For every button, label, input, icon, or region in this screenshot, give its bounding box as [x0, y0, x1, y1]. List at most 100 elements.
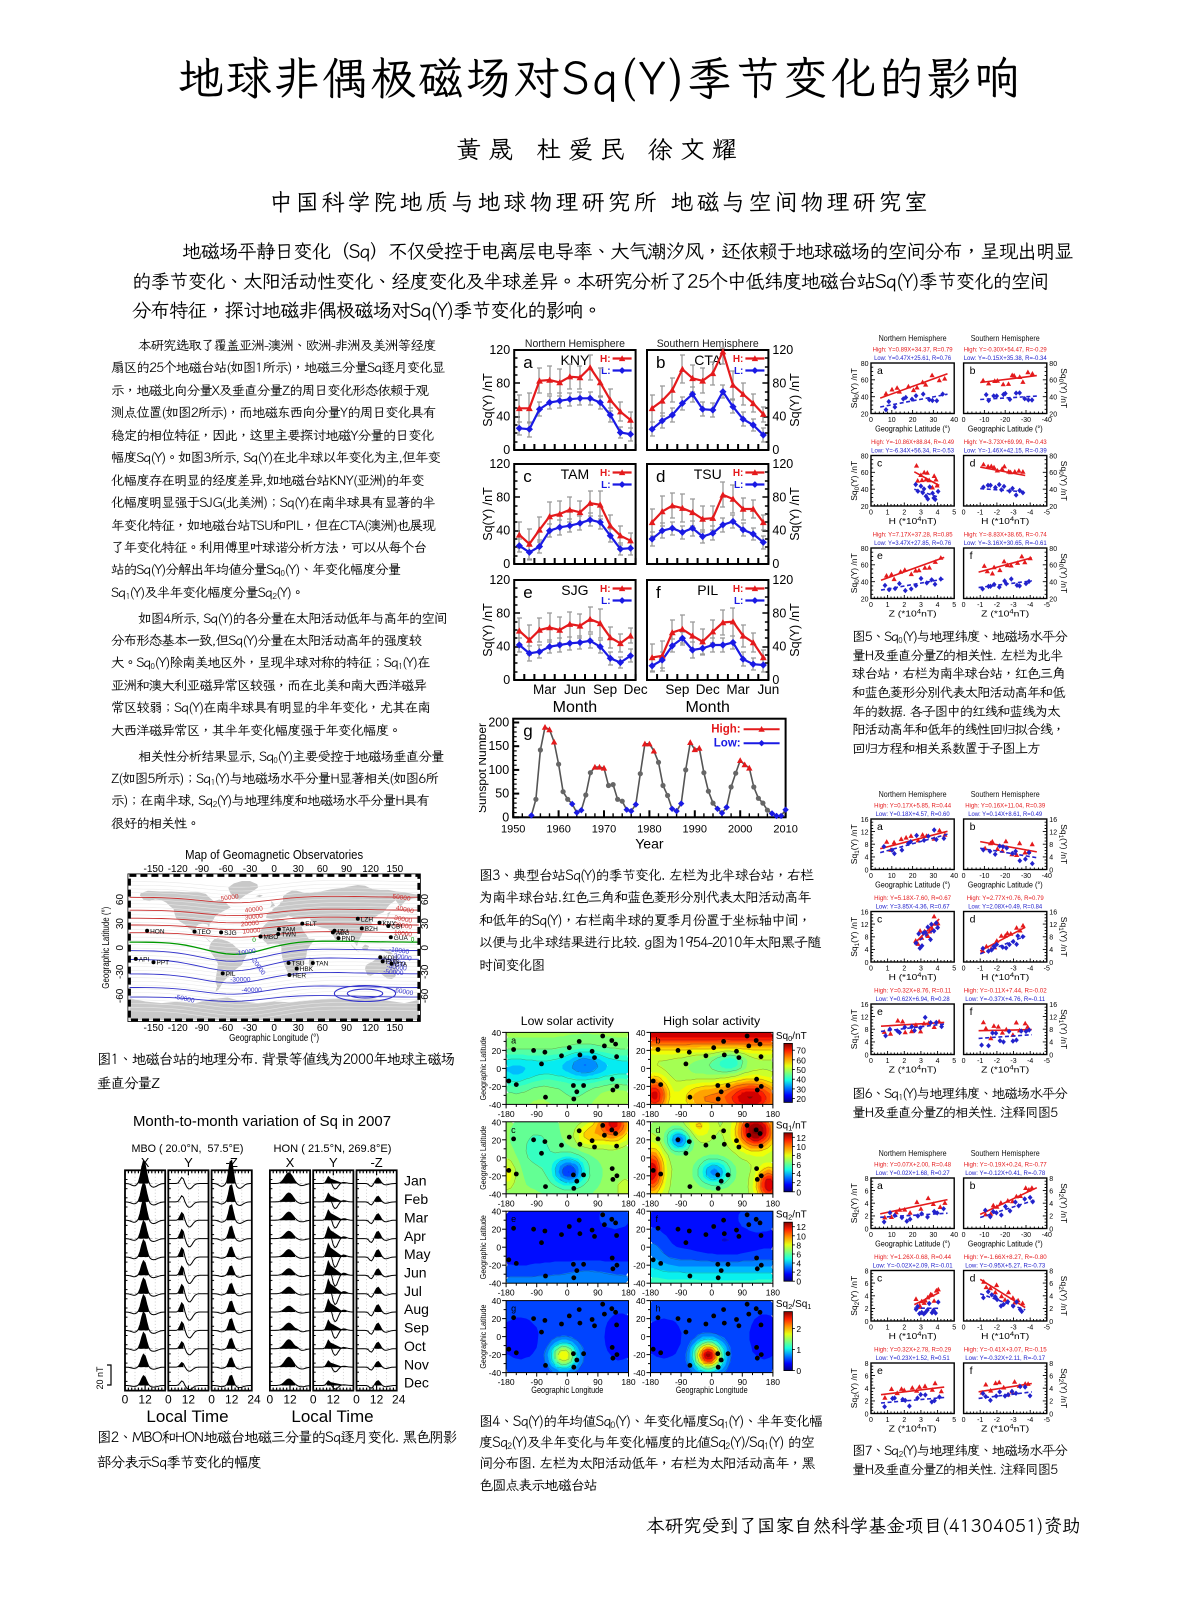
svg-text:20: 20: [909, 417, 917, 424]
svg-text:Geographic Latitude (°): Geographic Latitude (°): [968, 425, 1043, 434]
svg-text:Low: Y=-0.32X+2.11, R=-0.17: Low: Y=-0.32X+2.11, R=-0.17: [965, 1355, 1045, 1362]
svg-text:180: 180: [621, 1198, 635, 1208]
svg-text:12: 12: [861, 829, 869, 836]
svg-text:-30000: -30000: [384, 958, 405, 968]
svg-text:6: 6: [796, 1250, 801, 1260]
svg-text:24: 24: [247, 1393, 261, 1407]
svg-text:-2: -2: [994, 1417, 1000, 1424]
svg-text:2: 2: [796, 1178, 801, 1188]
svg-text:40: 40: [492, 1296, 502, 1306]
svg-text:180: 180: [766, 1288, 780, 1298]
svg-text:0: 0: [869, 1417, 873, 1424]
svg-text:H:: H:: [600, 354, 611, 365]
svg-text:40: 40: [636, 1028, 646, 1038]
svg-text:High: Y=0.07X+2.00, R=0.48: High: Y=0.07X+2.00, R=0.48: [874, 1162, 951, 1169]
svg-text:Jan: Jan: [404, 1173, 427, 1189]
svg-text:1: 1: [886, 1417, 890, 1424]
svg-text:-60: -60: [219, 864, 234, 875]
svg-text:2: 2: [902, 602, 906, 609]
svg-text:Sq0(Y) /nT: Sq0(Y) /nT: [850, 461, 861, 501]
svg-text:May: May: [404, 1246, 430, 1262]
svg-text:3: 3: [919, 966, 923, 973]
svg-text:Southern Hemisphere: Southern Hemisphere: [971, 1148, 1040, 1158]
svg-text:20: 20: [492, 1135, 502, 1145]
svg-text:20: 20: [636, 1314, 646, 1324]
svg-text:Sep: Sep: [404, 1320, 429, 1336]
svg-text:8: 8: [865, 935, 869, 942]
svg-text:12: 12: [182, 1393, 196, 1407]
svg-text:0: 0: [962, 873, 966, 880]
svg-text:-40: -40: [489, 1368, 502, 1378]
svg-text:90: 90: [593, 1288, 603, 1298]
svg-text:8: 8: [865, 1027, 869, 1034]
svg-text:40: 40: [950, 417, 958, 424]
svg-text:-20: -20: [1000, 873, 1010, 880]
svg-text:0: 0: [165, 1393, 172, 1407]
svg-text:H:: H:: [733, 584, 744, 595]
svg-text:PIL: PIL: [226, 971, 236, 978]
svg-text:4: 4: [865, 1294, 869, 1301]
svg-text:5: 5: [952, 966, 956, 973]
svg-text:120: 120: [362, 864, 379, 875]
svg-text:80: 80: [772, 376, 786, 390]
svg-text:Dec: Dec: [624, 682, 648, 697]
svg-text:80: 80: [861, 453, 869, 460]
svg-text:d: d: [970, 914, 976, 926]
svg-text:Aug: Aug: [404, 1301, 429, 1317]
svg-text:b: b: [970, 365, 976, 377]
svg-text:8: 8: [796, 1240, 801, 1250]
svg-text:0: 0: [962, 1232, 966, 1239]
svg-text:-30: -30: [420, 964, 431, 979]
svg-text:4: 4: [796, 1169, 801, 1179]
svg-text:High: Y=0.32X+8.76, R=0.11: High: Y=0.32X+8.76, R=0.11: [874, 988, 951, 995]
svg-text:Geographic Latitude (°): Geographic Latitude (°): [875, 881, 950, 890]
svg-text:10000: 10000: [394, 930, 413, 939]
svg-text:-4: -4: [1027, 602, 1033, 609]
svg-text:-10: -10: [979, 1232, 989, 1239]
svg-text:120: 120: [772, 457, 793, 471]
svg-text:2: 2: [902, 1058, 906, 1065]
svg-text:High:: High:: [711, 724, 740, 736]
svg-text:180: 180: [621, 1109, 635, 1119]
svg-text:Low: Y=-3.16X+30.65, R=-0.61: Low: Y=-3.16X+30.65, R=-0.61: [964, 540, 1047, 547]
svg-text:4: 4: [1049, 947, 1053, 954]
svg-text:120: 120: [489, 457, 510, 471]
svg-text:-180: -180: [498, 1198, 515, 1208]
svg-text:8: 8: [1049, 1176, 1053, 1183]
svg-text:0: 0: [267, 1393, 274, 1407]
svg-text:-60000: -60000: [392, 987, 414, 997]
svg-text:0: 0: [709, 1288, 714, 1298]
svg-text:TSU: TSU: [694, 466, 722, 482]
svg-text:20: 20: [861, 596, 869, 603]
svg-text:12: 12: [861, 1014, 869, 1021]
svg-text:0: 0: [796, 1187, 801, 1197]
svg-text:c: c: [511, 1125, 516, 1135]
svg-text:-180: -180: [498, 1288, 515, 1298]
svg-text:20 nT: 20 nT: [95, 1366, 105, 1390]
svg-text:16: 16: [1049, 817, 1057, 824]
svg-text:0: 0: [411, 936, 415, 943]
svg-text:-4: -4: [1027, 966, 1033, 973]
svg-text:80: 80: [1049, 453, 1057, 460]
svg-text:h: h: [656, 1304, 661, 1314]
svg-text:TAN: TAN: [316, 961, 329, 968]
svg-text:4: 4: [865, 1386, 869, 1393]
svg-text:TEO: TEO: [198, 929, 211, 936]
svg-text:20: 20: [492, 1314, 502, 1324]
svg-text:0: 0: [772, 557, 779, 571]
svg-text:0: 0: [565, 1198, 570, 1208]
svg-text:Sq1(Y) /nT: Sq1(Y) /nT: [1057, 824, 1068, 864]
svg-text:40: 40: [772, 524, 786, 538]
svg-text:-40: -40: [489, 1100, 502, 1110]
svg-text:0: 0: [565, 1109, 570, 1119]
svg-text:60: 60: [861, 470, 869, 477]
svg-text:Low solar activity: Low solar activity: [521, 1016, 614, 1028]
svg-text:0: 0: [122, 1393, 129, 1407]
svg-text:Sep: Sep: [593, 682, 617, 697]
svg-text:IZU: IZU: [338, 928, 349, 935]
svg-text:180: 180: [766, 1377, 780, 1387]
svg-text:API: API: [139, 956, 150, 963]
svg-text:-3: -3: [1010, 1325, 1016, 1332]
svg-text:0: 0: [962, 417, 966, 424]
